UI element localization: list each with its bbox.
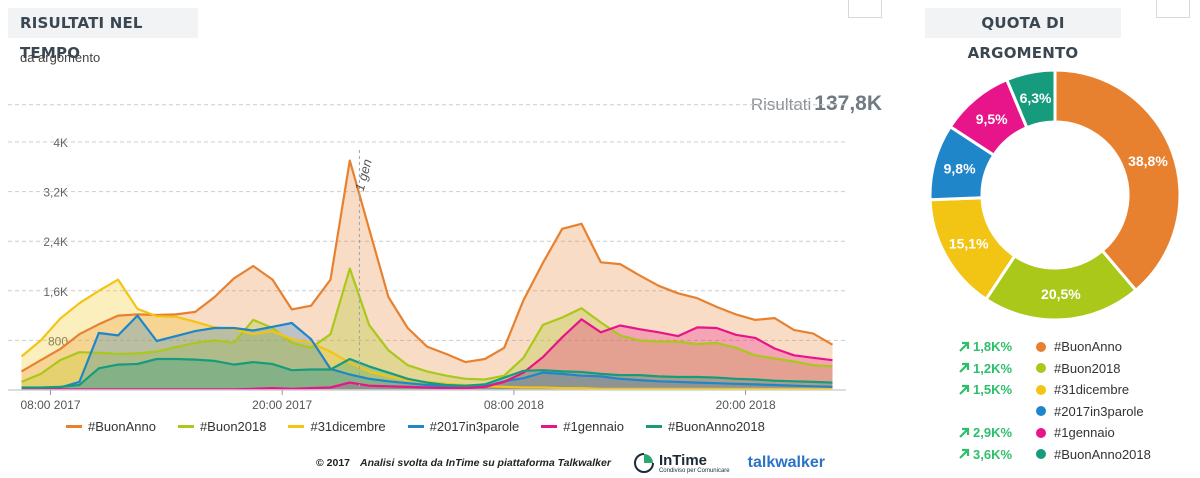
topic-color-dot <box>1036 384 1046 395</box>
donut-slice-BuonAnno2018[interactable] <box>1004 70 1057 130</box>
copyright: © 2017 <box>316 457 351 469</box>
y-tick-label: 2,4K <box>43 235 68 249</box>
trend-up-icon <box>959 384 970 395</box>
series-line-Buon2018[interactable] <box>21 267 833 383</box>
annotation-label: 1 gen <box>352 157 375 192</box>
topic-color-dot <box>1036 449 1046 460</box>
chart-legend: #BuonAnno #Buon2018 #31dicembre #2017in3par… <box>66 419 787 434</box>
series-area-BuonAnno <box>21 160 833 390</box>
trend-up-icon <box>959 341 970 352</box>
topic-color-dot <box>1036 406 1046 417</box>
topic-name: #31dicembre <box>1054 382 1130 398</box>
legend-item[interactable]: #1gennaio <box>541 419 624 434</box>
legend-swatch <box>177 425 194 428</box>
topic-color-dot <box>1036 341 1046 352</box>
change-cell: 1,8K% <box>958 339 1036 354</box>
series-area-2017in3parole <box>21 315 833 390</box>
donut-chart: 38,8% 20,5% 15,1% 9,8% 9,5% 6,3% <box>930 70 1180 322</box>
x-tick-label: 08:00 2017 <box>20 398 80 412</box>
legend-label: #31dicembre <box>310 419 386 434</box>
legend-item[interactable]: #BuonAnno2018 <box>646 419 765 434</box>
y-tick-label: 4K <box>53 136 68 150</box>
talkwalker-logo: talkwalker <box>747 454 826 471</box>
change-value: 3,6K% <box>973 446 1013 462</box>
legend-item[interactable]: #31dicembre <box>288 419 386 434</box>
legend-label: #1gennaio <box>563 419 624 434</box>
topic-name: #BuonAnno <box>1054 339 1122 355</box>
legend-swatch <box>541 425 558 428</box>
topic-share-row[interactable]: 1,8K% #BuonAnno <box>958 336 1178 358</box>
legend-item[interactable]: #Buon2018 <box>177 419 267 434</box>
donut-slice-label: 9,5% <box>976 111 1008 127</box>
legend-item[interactable]: #2017in3parole <box>407 419 520 434</box>
results-over-time-title: RISULTATI NEL TEMPO <box>8 8 198 62</box>
donut-slice-BuonAnno[interactable] <box>1053 70 1180 293</box>
legend-swatch <box>66 425 82 428</box>
chart-subtitle: da argomento <box>20 50 101 65</box>
change-value: 1,2K% <box>973 360 1013 376</box>
intime-tagline: Condiviso per Comunicare <box>658 467 730 474</box>
topic-share-row[interactable]: 1,5K% #31dicembre <box>958 379 1178 401</box>
intime-name: InTime <box>658 451 708 469</box>
topic-color-dot <box>1036 427 1046 438</box>
legend-swatch <box>407 425 424 428</box>
legend-label: #BuonAnno2018 <box>668 419 765 434</box>
topic-share-title: QUOTA DI ARGOMENTO <box>925 8 1121 62</box>
donut-slice-label: 6,3% <box>1020 90 1052 106</box>
y-tick-label: 1,6K <box>43 285 68 299</box>
series-line-2017in3parole[interactable] <box>21 314 833 390</box>
donut-slice-label: 9,8% <box>944 161 976 177</box>
legend-label: #BuonAnno <box>88 419 156 434</box>
change-cell: 3,6K% <box>958 447 1036 462</box>
series-area-Buon2018 <box>21 268 833 390</box>
topic-share-row[interactable]: 1,2K% #Buon2018 <box>958 358 1178 380</box>
trend-up-icon <box>959 449 970 460</box>
legend-item[interactable]: #BuonAnno <box>66 419 156 434</box>
topic-name: #1gennaio <box>1054 425 1115 441</box>
change-cell: 1,5K% <box>958 382 1036 397</box>
x-tick-label: 20:00 2018 <box>716 398 776 412</box>
legend-label: #2017in3parole <box>429 419 520 434</box>
footer-text: Analisi svolta da InTime su piattaforma … <box>360 457 611 469</box>
series-line-BuonAnno[interactable] <box>20 159 834 373</box>
trend-up-icon <box>959 427 970 438</box>
intime-logo: InTime Condiviso per Comunicare <box>633 452 730 474</box>
donut-slice-label: 15,1% <box>949 236 989 252</box>
area-chart: 800 1,6K 2,4K 3,2K 4K 1 gen 08:00 2017 20:00 … <box>8 104 846 412</box>
x-tick-label: 20:00 2017 <box>252 398 312 412</box>
footer: © 2017 Analisi svolta da InTime su piatt… <box>316 452 825 474</box>
y-tick-label: 3,2K <box>43 186 68 200</box>
series-area-BuonAnno2018 <box>21 359 833 390</box>
change-value: 1,8K% <box>973 339 1013 355</box>
legend-label: #Buon2018 <box>199 419 267 434</box>
topic-share-row[interactable]: #2017in3parole <box>958 401 1178 423</box>
series-line-BuonAnno2018[interactable] <box>21 357 833 389</box>
legend-swatch <box>288 425 305 428</box>
x-tick-label: 08:00 2018 <box>484 398 544 412</box>
change-cell: 2,9K% <box>958 425 1036 440</box>
topic-share-row[interactable]: 3,6K% #BuonAnno2018 <box>958 444 1178 466</box>
donut-slice-label: 20,5% <box>1041 286 1081 302</box>
change-cell: 1,2K% <box>958 361 1036 376</box>
change-value: 1,5K% <box>973 382 1013 398</box>
trend-up-icon <box>959 363 970 374</box>
panel-menu-button[interactable] <box>848 0 882 18</box>
topic-name: #BuonAnno2018 <box>1054 446 1151 462</box>
topic-color-dot <box>1036 363 1046 374</box>
change-value: 2,9K% <box>973 425 1013 441</box>
results-value: 137,8K <box>814 92 882 115</box>
results-total: Risultati 137,8K <box>751 92 882 116</box>
legend-swatch <box>646 425 662 428</box>
donut-slice-label: 38,8% <box>1128 153 1168 169</box>
intime-logo-icon <box>633 453 654 473</box>
topic-name: #2017in3parole <box>1054 403 1144 419</box>
topic-name: #Buon2018 <box>1054 360 1121 376</box>
y-tick-label: 800 <box>48 334 68 348</box>
topic-share-list: 1,8K% #BuonAnno 1,2K% #Buon2018 1,5K% #31dice… <box>958 336 1178 465</box>
panel-menu-button-right[interactable] <box>1156 0 1190 18</box>
topic-share-row[interactable]: 2,9K% #1gennaio <box>958 422 1178 444</box>
